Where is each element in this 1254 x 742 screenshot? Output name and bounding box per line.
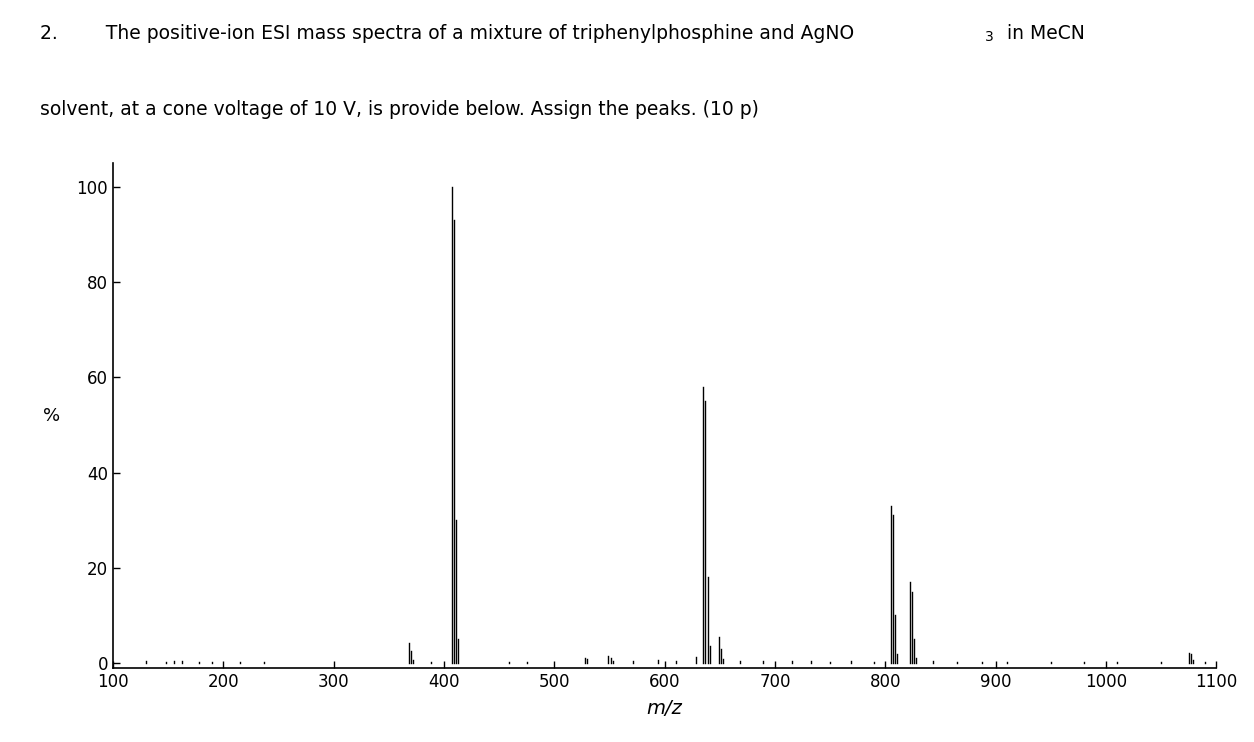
Text: 3: 3	[984, 30, 993, 44]
Text: 2.        The positive-ion ESI mass spectra of a mixture of triphenylphosphine a: 2. The positive-ion ESI mass spectra of …	[40, 24, 854, 43]
Text: in MeCN: in MeCN	[1001, 24, 1085, 43]
Text: solvent, at a cone voltage of 10 V, is provide below. Assign the peaks. (10 p): solvent, at a cone voltage of 10 V, is p…	[40, 100, 759, 119]
X-axis label: m/z: m/z	[647, 699, 682, 718]
Y-axis label: %: %	[43, 407, 60, 424]
